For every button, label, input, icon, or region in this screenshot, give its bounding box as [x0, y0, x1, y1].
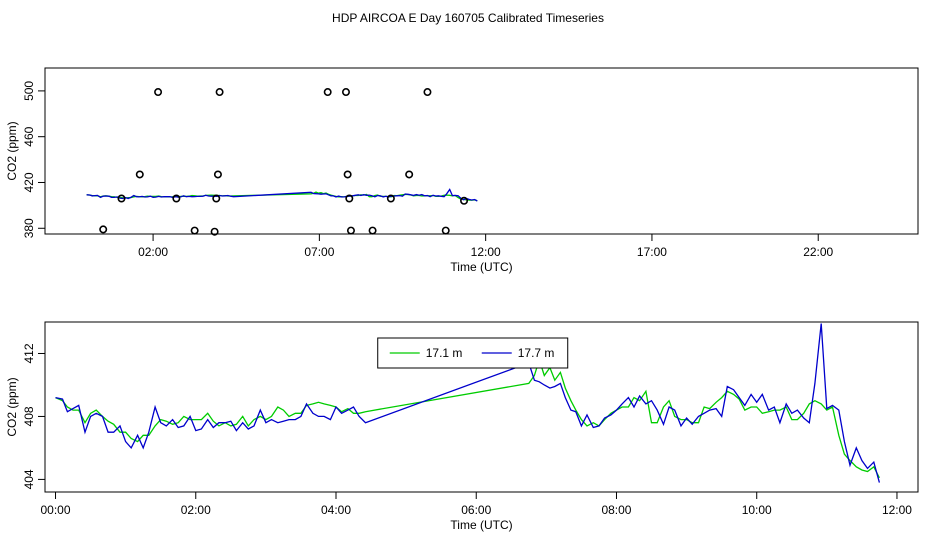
panel2-x-tick-label: 08:00	[601, 503, 631, 517]
figure-title: HDP AIRCOA E Day 160705 Calibrated Times…	[332, 11, 604, 25]
panel1-y-tick-label: 500	[22, 81, 36, 101]
panel1-y-tick-label: 420	[22, 172, 36, 192]
panel1-calibration-point	[212, 194, 221, 203]
panel1-calibration-point	[172, 194, 181, 203]
panel1-x-tick-label: 22:00	[803, 245, 833, 259]
panel2-x-tick-label: 04:00	[321, 503, 351, 517]
panel1-calibration-point	[213, 170, 222, 179]
panel2-x-axis-title: Time (UTC)	[450, 518, 512, 532]
panel2-series-line-1	[55, 357, 880, 479]
panel1-calibration-point	[117, 194, 126, 203]
panel1-calibration-point	[405, 170, 414, 179]
panel1-calibration-point	[343, 170, 352, 179]
panel1-y-tick-label: 380	[22, 218, 36, 238]
panel1-y-tick-label: 460	[22, 126, 36, 146]
panel1-calibration-point	[368, 226, 377, 235]
panel1-calibration-point	[423, 88, 432, 97]
panel1-y-axis-title: CO2 (ppm)	[5, 121, 19, 180]
panel2-y-tick-label: 404	[22, 469, 36, 489]
panel2-legend-label-1: 17.1 m	[426, 346, 463, 360]
panel1-calibration-point	[154, 88, 163, 97]
panel2-x-tick-label: 10:00	[742, 503, 772, 517]
panel2-x-tick-label: 00:00	[41, 503, 71, 517]
panel1-x-tick-label: 17:00	[637, 245, 667, 259]
panel1-calibration-point	[210, 227, 219, 236]
panel2-y-tick-label: 412	[22, 343, 36, 363]
panel1-calibration-point	[135, 170, 144, 179]
panel1-calibration-point	[346, 226, 355, 235]
panel1-calibration-point	[460, 196, 469, 205]
panel1-calibration-point	[99, 225, 108, 234]
panel1-calibration-point	[215, 88, 224, 97]
panel2-x-tick-label: 02:00	[181, 503, 211, 517]
panel1-calibration-point	[441, 226, 450, 235]
panel1-calibration-point	[341, 88, 350, 97]
panel2-legend-label-2: 17.7 m	[518, 346, 555, 360]
panel1-calibration-point	[323, 88, 332, 97]
panel1-x-tick-label: 07:00	[304, 245, 334, 259]
panel2-series-line-2	[55, 323, 881, 483]
panel1-plot-frame	[44, 67, 919, 235]
panel1-calibration-point	[345, 194, 354, 203]
panel2-x-tick-label: 12:00	[882, 503, 912, 517]
panel1-calibration-point	[190, 226, 199, 235]
panel2-plot-frame	[44, 321, 919, 493]
panel2-x-tick-label: 06:00	[461, 503, 491, 517]
panel1-x-tick-label: 02:00	[138, 245, 168, 259]
panel1-x-axis-title: Time (UTC)	[450, 260, 512, 274]
panel2-y-tick-label: 408	[22, 406, 36, 426]
panel2-y-axis-title: CO2 (ppm)	[5, 377, 19, 436]
panel1-calibration-point	[386, 194, 395, 203]
panel1-x-tick-label: 12:00	[471, 245, 501, 259]
panel1-series-line-2	[86, 188, 478, 202]
